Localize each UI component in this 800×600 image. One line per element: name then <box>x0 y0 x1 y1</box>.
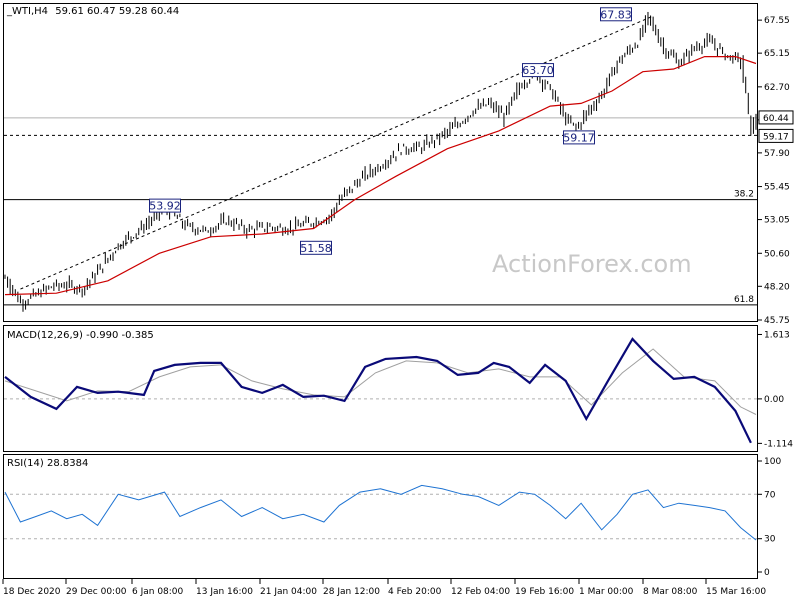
rsi-panel-frame <box>3 454 758 579</box>
macd-title: MACD(12,26,9) -0.990 -0.385 <box>7 330 154 341</box>
price-tick-label-4: 57.90 <box>764 149 790 159</box>
rsi-title: RSI(14) 28.8384 <box>7 458 88 469</box>
price-tick-label-1: 65.15 <box>764 49 790 59</box>
time-tick-label-3: 13 Jan 16:00 <box>196 587 253 597</box>
macd-axis: 1.613 0.00 -1.114 <box>757 330 793 449</box>
macd-signal-line <box>4 348 757 415</box>
annotation-box-4 <box>300 240 332 255</box>
time-tick-label-5: 28 Jan 12:00 <box>323 587 380 597</box>
rsi-tick-label-0: 100 <box>764 457 781 467</box>
watermark: ActionForex.com <box>492 250 692 278</box>
fib-label-1: 61.8 <box>734 295 754 305</box>
rsi-axis: 100 70 30 0 <box>757 457 781 578</box>
price-title: _WTI,H4 59.61 60.47 59.28 60.44 <box>6 6 179 17</box>
macd-tick-label-2: -1.114 <box>764 439 793 449</box>
price-tick-label-8: 48.20 <box>764 282 790 292</box>
price-axis: 67.5565.1562.7060.3057.9055.4553.0550.60… <box>757 16 794 326</box>
price-tick-label-5: 55.45 <box>764 183 790 193</box>
macd-tick-label-0: 1.613 <box>764 330 790 340</box>
moving-average <box>4 55 757 296</box>
level-price-box <box>758 128 794 143</box>
time-tick-label-4: 21 Jan 04:00 <box>260 587 317 597</box>
price-panel-frame <box>3 3 758 322</box>
time-tick-label-6: 4 Feb 20:00 <box>388 587 442 597</box>
price-levels: 38.2 61.8 <box>4 117 757 306</box>
price-tick-label-6: 53.05 <box>764 216 790 226</box>
macd-panel-frame <box>3 325 758 452</box>
annotation-box-2 <box>563 130 595 145</box>
ohlc-label: 59.61 60.47 59.28 60.44 <box>55 6 179 17</box>
level-price-label: 59.17 <box>763 132 789 142</box>
fib-label-0: 38.2 <box>734 190 754 200</box>
annotation-label-0: 67.83 <box>600 8 632 21</box>
time-tick-label-1: 29 Dec 00:00 <box>66 587 127 597</box>
price-tick-label-9: 45.75 <box>764 316 790 326</box>
annotation-label-1: 63.70 <box>522 64 554 77</box>
current-price-box <box>758 110 794 125</box>
price-tick-label-0: 67.55 <box>764 16 790 26</box>
time-tick-label-8: 19 Feb 16:00 <box>515 587 574 597</box>
macd-plot <box>4 337 757 444</box>
macd-tick-label-1: 0.00 <box>764 395 784 405</box>
time-axis: 18 Dec 2020 29 Dec 00:00 6 Jan 08:00 13 Jan… <box>2 579 766 597</box>
rsi-tick-label-3: 0 <box>764 568 770 578</box>
rsi-line <box>4 484 757 541</box>
annotation-label-4: 51.58 <box>300 242 332 255</box>
moving-average-line <box>4 55 757 296</box>
price-tick-label-7: 50.60 <box>764 249 790 259</box>
annotation-box-1 <box>522 63 554 78</box>
macd-line <box>4 337 752 444</box>
rsi-tick-label-2: 30 <box>764 535 776 545</box>
annotation-box-0 <box>600 7 632 22</box>
time-tick-label-0: 18 Dec 2020 <box>3 587 61 597</box>
time-tick-label-9: 1 Mar 00:00 <box>579 587 634 597</box>
annotation-label-2: 59.17 <box>563 131 595 144</box>
price-tick-label-2: 62.70 <box>764 83 790 93</box>
time-tick-label-10: 8 Mar 08:00 <box>643 587 698 597</box>
current-price-label: 60.44 <box>763 114 789 124</box>
rsi-tick-label-1: 70 <box>764 490 776 500</box>
annotation-box-3 <box>149 198 181 213</box>
time-tick-label-11: 15 Mar 16:00 <box>706 587 766 597</box>
rsi-plot <box>4 484 757 541</box>
time-tick-label-7: 12 Feb 04:00 <box>451 587 510 597</box>
symbol-label: _WTI,H4 <box>6 6 48 17</box>
annotation-label-3: 53.92 <box>149 200 181 213</box>
time-tick-label-2: 6 Jan 08:00 <box>132 587 184 597</box>
price-annotations: 67.83 63.70 59.17 53.92 51.58 <box>149 7 632 255</box>
